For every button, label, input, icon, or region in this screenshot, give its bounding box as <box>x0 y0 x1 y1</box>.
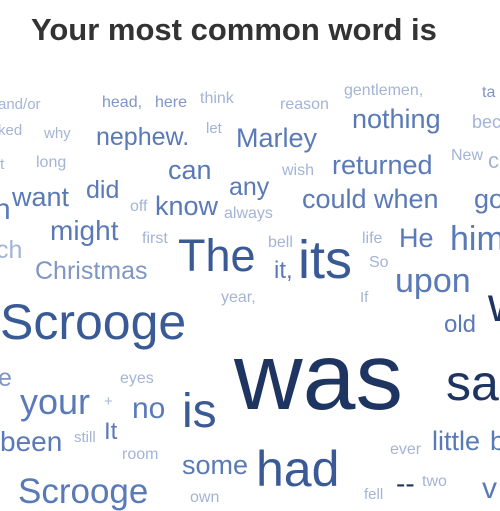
cloud-word-any: any <box>229 173 270 201</box>
cloud-word-ever: ever <box>390 441 422 458</box>
cloud-word-old: old <box>444 311 477 338</box>
cloud-word-here: here <box>155 94 188 111</box>
cloud-word-h: h <box>0 193 11 226</box>
cloud-word-had: had <box>256 441 340 497</box>
cloud-word-think: think <box>200 90 234 107</box>
cloud-word-he: He <box>399 223 434 253</box>
cloud-word-life: life <box>362 230 383 247</box>
cloud-word-when: when <box>374 184 439 214</box>
cloud-word-no: no <box>132 392 166 425</box>
cloud-word-go: go <box>474 184 500 214</box>
cloud-word-gentlemen: gentlemen, <box>344 82 424 99</box>
cloud-word-your: your <box>20 381 91 422</box>
cloud-word-nephew: nephew. <box>96 123 190 151</box>
cloud-word-ked: ked <box>0 122 23 139</box>
cloud-word-e: e <box>0 364 12 392</box>
cloud-word-know: know <box>155 191 219 221</box>
cloud-word-sa: sa <box>446 355 499 411</box>
cloud-word-scrooge: Scrooge <box>0 294 187 350</box>
cloud-word-its: its <box>298 230 352 290</box>
cloud-word-some: some <box>182 450 249 480</box>
cloud-word-is: is <box>182 385 217 438</box>
cloud-word-fell: fell <box>364 486 384 503</box>
cloud-word-first: first <box>142 230 168 247</box>
cloud-word-b: b <box>490 426 500 456</box>
cloud-word-ta: ta <box>482 84 496 101</box>
cloud-word-upon: upon <box>395 262 471 300</box>
cloud-word-ft: ft <box>0 156 5 173</box>
cloud-word-ch: ch <box>0 236 23 264</box>
cloud-word-punct: -- <box>396 468 415 499</box>
cloud-word-c: c <box>488 148 499 173</box>
cloud-word-w: w <box>488 282 500 330</box>
cloud-word-room: room <box>122 446 159 463</box>
page-title: Your most common word is <box>31 12 437 47</box>
cloud-word-scrooge: Scrooge <box>18 472 149 511</box>
cloud-word-new: New <box>451 147 484 164</box>
cloud-word-want: want <box>12 182 70 212</box>
cloud-word-could: could <box>302 184 367 214</box>
cloud-word-always: always <box>224 205 273 222</box>
cloud-word-little: little <box>432 426 481 456</box>
cloud-word-let: let <box>206 120 222 137</box>
cloud-word-why: why <box>44 125 71 142</box>
cloud-word-marley: Marley <box>236 123 318 153</box>
cloud-word-long: long <box>36 154 67 171</box>
cloud-word-can: can <box>168 155 212 185</box>
cloud-word-it: it, <box>274 257 293 284</box>
cloud-word-two: two <box>422 473 447 490</box>
cloud-word-and-or: and/or <box>0 96 41 113</box>
cloud-word-head: head, <box>102 94 143 111</box>
cloud-word-the: The <box>178 230 256 281</box>
cloud-word-year: year, <box>221 289 256 306</box>
cloud-word-so: So <box>369 254 389 271</box>
cloud-word-bec: bec <box>472 112 500 132</box>
cloud-word-him: him <box>450 220 500 258</box>
word-cloud: and/or head, here think reason gentlemen, ta ke… <box>0 82 500 510</box>
cloud-word-punct: + <box>104 393 113 410</box>
cloud-word-wish: wish <box>282 162 315 179</box>
cloud-word-reason: reason <box>280 96 329 113</box>
cloud-word-still: still <box>74 429 96 446</box>
cloud-word-v: v <box>482 472 497 505</box>
cloud-word-off: off <box>130 198 148 215</box>
cloud-word-bell: bell <box>268 234 293 251</box>
cloud-word-it: It <box>104 418 118 445</box>
cloud-word-christmas: Christmas <box>35 257 148 285</box>
cloud-word-was: was <box>234 324 403 430</box>
cloud-word-been: been <box>0 426 63 457</box>
cloud-word-eyes: eyes <box>120 370 154 387</box>
cloud-word-nothing: nothing <box>352 104 441 134</box>
cloud-word-returned: returned <box>332 150 433 180</box>
cloud-word-did: did <box>86 176 120 204</box>
cloud-word-own: own <box>190 489 220 506</box>
cloud-word-if: If <box>360 289 369 306</box>
cloud-word-might: might <box>50 215 119 246</box>
